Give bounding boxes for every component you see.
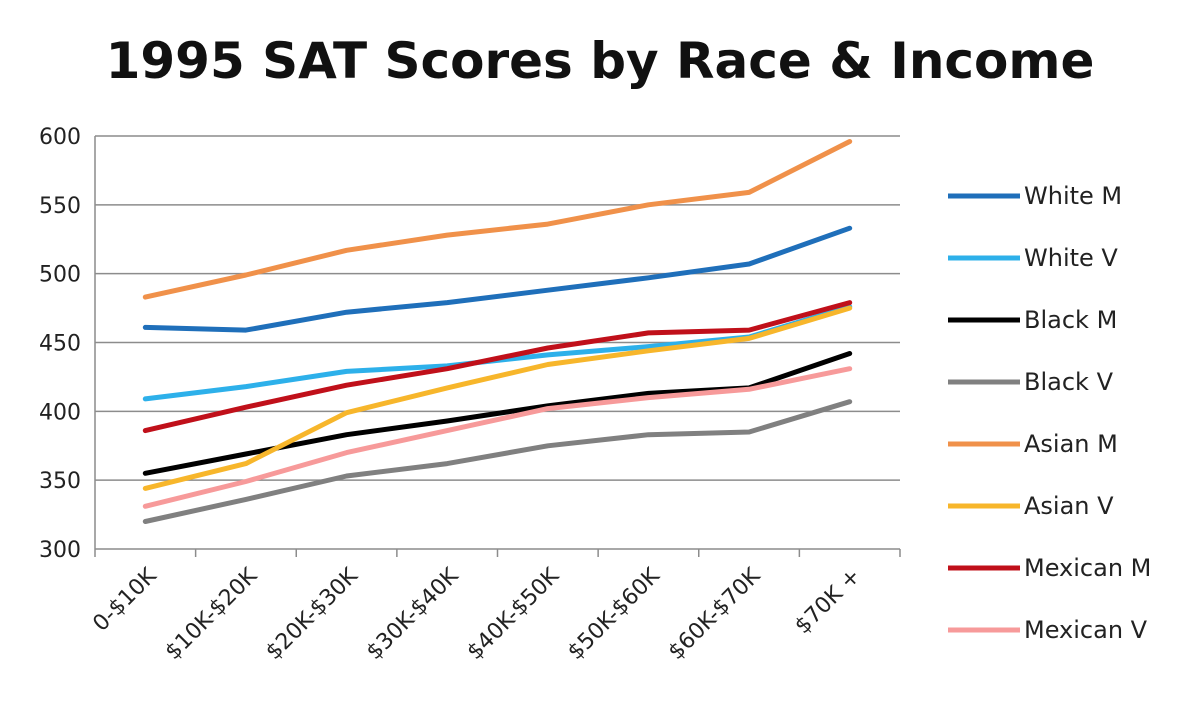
legend-label-black-m: Black M [1024,306,1117,334]
legend-label-mexican-m: Mexican M [1024,554,1151,582]
legend-label-white-m: White M [1024,182,1122,210]
y-tick-label: 350 [39,469,81,494]
series-line-white-v [142,304,853,402]
series-line-asian-v [142,305,853,491]
series-line-asian-m [142,139,853,300]
series-line-white-m [142,225,853,333]
series-line-mexican-v [142,366,853,509]
legend-label-mexican-v: Mexican V [1024,616,1148,644]
legend-label-asian-v: Asian V [1024,492,1114,520]
series-line-mexican-m [142,300,853,434]
y-axis-ticks: 300 350 400 450 500 550 600 [39,125,81,563]
legend-label-white-v: White V [1024,244,1118,272]
y-tick-label: 450 [39,332,81,357]
y-tick-label: 600 [39,125,81,150]
grid-lines [95,135,900,481]
x-tick-label: $70K + [790,564,866,640]
legend-label-asian-m: Asian M [1024,430,1118,458]
x-axis-ticks: 0-$10K $10K-$20K $20K-$30K $30K-$40K $40K-$5… [88,563,865,665]
series-lines [142,139,853,524]
y-tick-label: 400 [39,400,81,425]
x-tick-label: $10K-$20K [161,563,263,665]
y-tick-label: 550 [39,194,81,219]
chart-title: 1995 SAT Scores by Race & Income [106,32,1095,90]
x-tick-label: 0-$10K [88,563,161,636]
x-tick-label: $50K-$60K [563,563,665,665]
x-tick-label: $60K-$70K [664,563,766,665]
y-tick-label: 500 [39,263,81,288]
x-tick-label: $30K-$40K [362,563,464,665]
legend: White M White V Black M Black V Asian M Asian… [948,182,1151,644]
axes [94,136,901,557]
y-tick-label: 300 [39,538,81,563]
series-line-black-v [142,399,853,524]
x-tick-label: $40K-$50K [463,563,565,665]
x-tick-label: $20K-$30K [261,563,363,665]
legend-label-black-v: Black V [1024,368,1114,396]
